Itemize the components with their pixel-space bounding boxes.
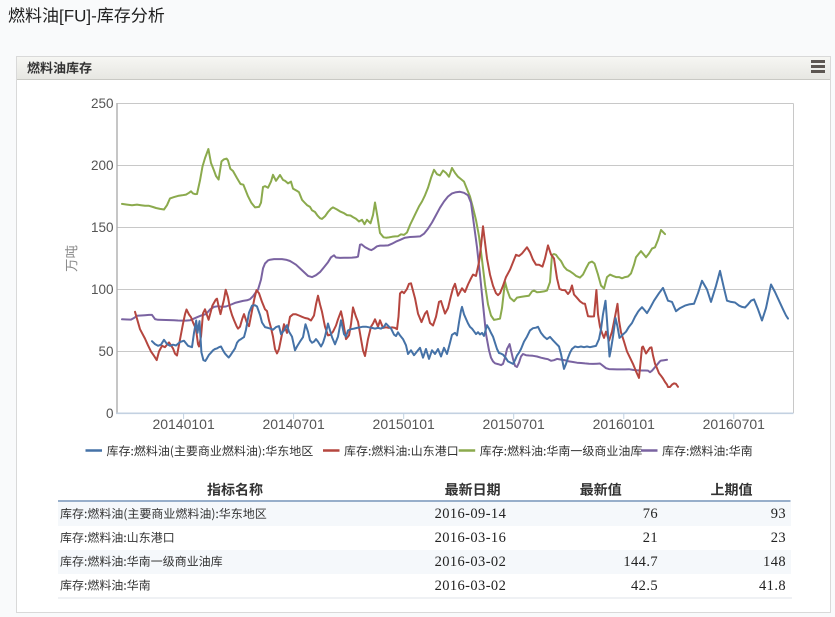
svg-text:148: 148 [763,554,786,570]
svg-text:20150701: 20150701 [483,416,546,432]
svg-text:[FU]-: [FU]- [59,7,97,26]
svg-text:144.7: 144.7 [623,554,658,570]
svg-text:200: 200 [91,158,114,173]
svg-text:20140101: 20140101 [152,416,215,432]
svg-text:2016-03-02: 2016-03-02 [435,578,507,594]
svg-text:20160101: 20160101 [593,416,656,432]
svg-text:2016-03-02: 2016-03-02 [435,554,507,570]
svg-text:2016-09-14: 2016-09-14 [435,506,507,522]
svg-text:76: 76 [643,506,658,522]
svg-text:20150101: 20150101 [373,416,436,432]
svg-text:20160701: 20160701 [703,416,766,432]
svg-text:250: 250 [91,96,114,111]
svg-text:100: 100 [91,282,114,297]
svg-text:150: 150 [91,220,114,235]
svg-text:41.8: 41.8 [759,578,786,594]
svg-text:93: 93 [771,506,786,522]
svg-text:2016-03-16: 2016-03-16 [435,530,507,546]
svg-text:21: 21 [643,530,658,546]
svg-text:0: 0 [106,406,114,421]
svg-text:23: 23 [771,530,786,546]
svg-text:20140701: 20140701 [262,416,325,432]
svg-text:50: 50 [98,344,113,359]
svg-text:42.5: 42.5 [631,578,658,594]
